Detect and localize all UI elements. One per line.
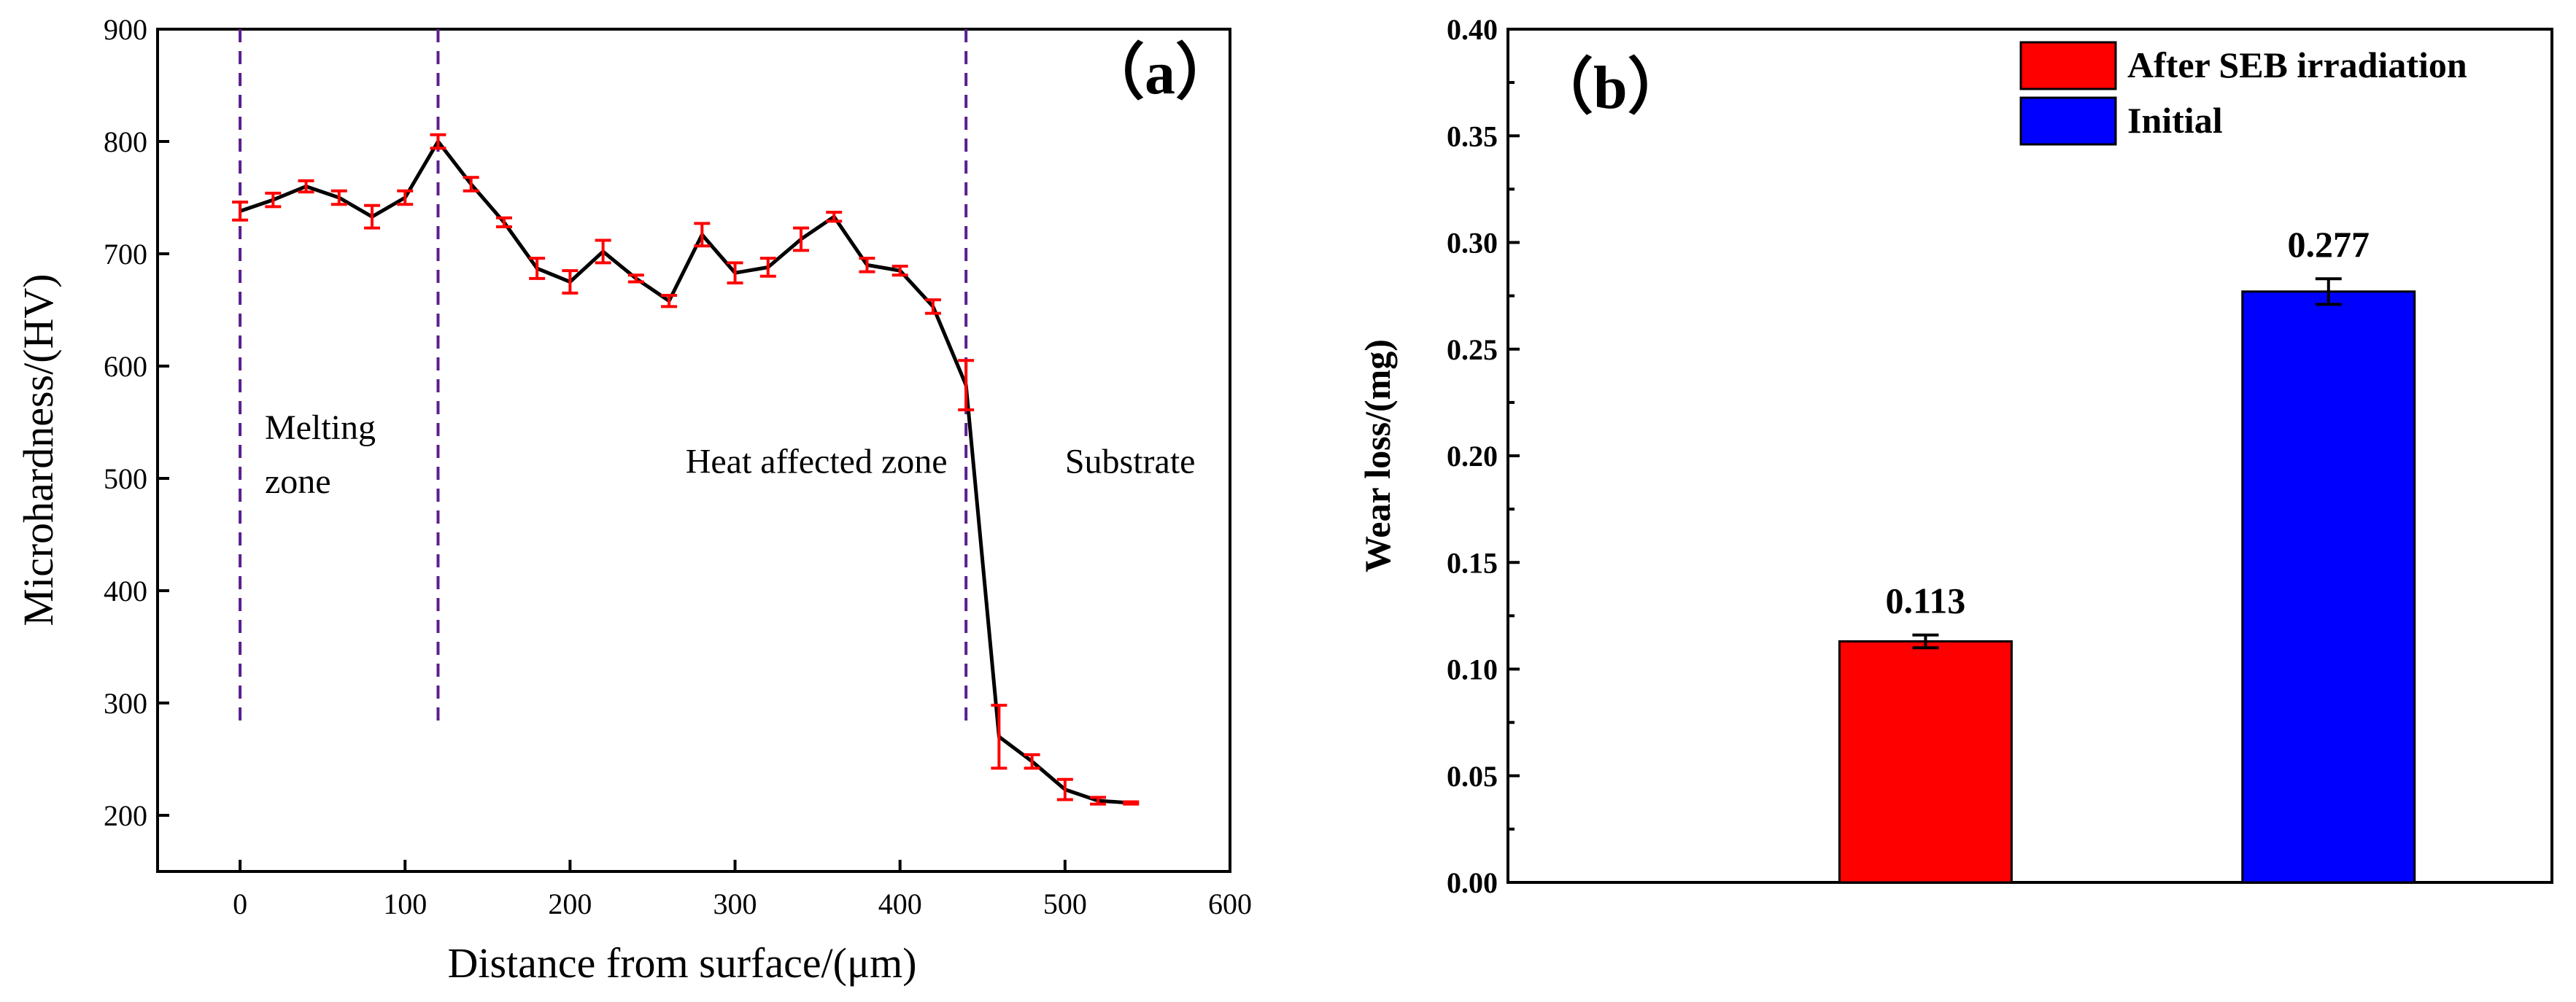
- panel-b-legend: After SEB irradiation Initial: [2019, 41, 2467, 146]
- panel-a-error-bar: [495, 216, 512, 229]
- panel-b-legend-label: After SEB irradiation: [2127, 44, 2467, 85]
- panel-a-error-bar: [859, 257, 875, 273]
- panel-a-error-bar: [330, 189, 347, 206]
- panel-a-error-bar: [364, 203, 380, 230]
- panel-a-zone-labels: Melting zone Heat affected zone Substrate: [265, 408, 1195, 501]
- panel-a: 0 100 200 300 400 500 600 200 300 400 500 600 700 80…: [15, 13, 1252, 987]
- panel-a-error-bar: [397, 189, 414, 206]
- panel-a-error-bar: [529, 257, 546, 280]
- panel-a-y-tick-label: 800: [104, 125, 147, 158]
- panel-a-y-tick-label: 200: [104, 799, 147, 832]
- panel-a-zone-label: Melting zone: [265, 408, 376, 501]
- panel-a-error-bar: [826, 211, 843, 223]
- panel-b-y-tick-label: 0.25: [1447, 333, 1498, 366]
- panel-a-error-bar: [595, 238, 611, 265]
- panel-b-y-tick-label: 0.00: [1447, 866, 1498, 899]
- panel-a-error-bar: [661, 293, 678, 308]
- panel-a-zone-dividers: [239, 29, 968, 726]
- panel-a-error-bar: [1056, 777, 1073, 801]
- panel-b-label: （b）: [1532, 54, 1689, 122]
- panel-a-y-axis-label: Microhardness/(HV): [15, 273, 62, 626]
- panel-a-error-bar: [265, 191, 282, 209]
- panel-a-x-tick-label: 300: [713, 888, 757, 920]
- panel-a-zone-label: Substrate: [1065, 442, 1196, 481]
- panel-b-y-tick-label: 0.30: [1447, 227, 1498, 260]
- panel-a-error-bar: [727, 261, 743, 285]
- panel-a-error-bar: [924, 298, 941, 315]
- panel-a-error-bar: [232, 201, 249, 222]
- panel-b-bar-value-label: 0.277: [2288, 224, 2370, 265]
- panel-a-error-bar: [298, 179, 314, 194]
- panel-a-x-tick-label: 0: [233, 888, 247, 920]
- panel-a-series: [232, 133, 1140, 806]
- panel-a-y-tick-label: 300: [104, 687, 147, 720]
- panel-b-y-tick-label: 0.05: [1447, 760, 1498, 793]
- panel-b-y-ticks: 0.00 0.05 0.10 0.15 0.20 0.25 0.30 0.35 0.40: [1447, 13, 1520, 899]
- panel-b-y-tick-label: 0.20: [1447, 440, 1498, 473]
- panel-a-y-tick-label: 400: [104, 575, 147, 607]
- panel-b-bar: [2241, 290, 2416, 884]
- panel-a-error-bar: [793, 226, 809, 252]
- panel-a-y-tick-label: 500: [104, 462, 147, 495]
- panel-b-y-axis-label: Wear loss/(mg): [1357, 339, 1398, 572]
- panel-b-legend-swatch: [2019, 41, 2117, 90]
- panel-b-y-tick-label: 0.10: [1447, 653, 1498, 686]
- panel-b: 0.00 0.05 0.10 0.15 0.20 0.25 0.30 0.35 0.40 0.1…: [1357, 13, 2553, 899]
- panel-a-error-bar: [694, 222, 711, 248]
- panel-a-x-tick-label: 500: [1043, 888, 1087, 920]
- panel-a-error-bar: [463, 176, 479, 193]
- panel-a-error-bar: [1090, 796, 1107, 806]
- panel-b-error-bar: [2315, 277, 2342, 306]
- panel-a-x-tick-label: 600: [1208, 888, 1252, 920]
- panel-a-error-bar: [891, 264, 908, 277]
- panel-a-error-bar: [958, 359, 975, 412]
- panel-a-plot-frame: [156, 28, 1231, 873]
- panel-b-legend-swatch: [2019, 96, 2117, 146]
- panel-a-y-ticks: 200 300 400 500 600 700 800 900: [104, 13, 169, 832]
- panel-a-y-tick-label: 600: [104, 350, 147, 383]
- panel-a-zone-label: Heat affected zone: [686, 442, 948, 481]
- panel-a-x-tick-label: 200: [548, 888, 592, 920]
- panel-b-legend-label: Initial: [2127, 100, 2223, 141]
- panel-a-x-axis-label: Distance from surface/(μm): [447, 939, 916, 987]
- panel-a-x-tick-label: 400: [878, 888, 922, 920]
- panel-b-bar-value-label: 0.113: [1886, 580, 1966, 621]
- panel-a-error-bar: [562, 269, 579, 295]
- panel-a-y-tick-label: 900: [104, 13, 147, 46]
- panel-a-x-tick-label: 100: [383, 888, 427, 920]
- panel-b-bars: 0.113 0.277: [1838, 224, 2416, 884]
- panel-a-error-bar: [430, 133, 446, 150]
- panel-b-y-tick-label: 0.35: [1447, 120, 1498, 152]
- panel-b-bar: [1838, 640, 2013, 884]
- panel-b-y-tick-label: 0.15: [1447, 546, 1498, 579]
- panel-a-error-bar: [1123, 800, 1140, 806]
- panel-a-error-bar: [759, 257, 776, 278]
- panel-a-label: （a）: [1083, 39, 1237, 107]
- panel-b-error-bar: [1912, 633, 1939, 650]
- panel-b-y-tick-label: 0.40: [1447, 13, 1498, 46]
- panel-a-error-bar: [991, 704, 1007, 770]
- panel-a-x-ticks: 0 100 200 300 400 500 600: [233, 860, 1252, 920]
- panel-a-error-bar: [1024, 753, 1040, 770]
- panel-a-y-tick-label: 700: [104, 238, 147, 271]
- panel-a-series-line: [239, 139, 1132, 805]
- panel-a-error-bar: [627, 273, 644, 284]
